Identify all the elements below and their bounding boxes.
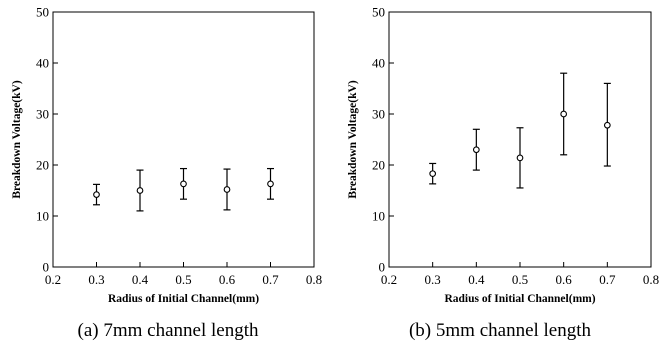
x-tick-label: 0.7	[262, 272, 279, 287]
y-tick-label: 30	[36, 107, 49, 122]
y-tick-label: 0	[43, 260, 50, 275]
x-tick-label: 0.2	[381, 272, 397, 287]
data-point	[560, 110, 568, 118]
y-tick-label: 40	[372, 56, 385, 71]
chart-panel-b: 0.2 0.3 0.4 0.5 0.6 0.7 0.8 0 10 20 30 40 50 Radius o…	[347, 5, 659, 342]
x-tick-label: 0.3	[88, 272, 104, 287]
x-axis-title: Radius of Initial Channel(mm)	[444, 293, 595, 305]
data-point	[180, 180, 187, 188]
chart-panel-a: 0.2 0.3 0.4 0.5 0.6 0.7 0.8 0 10 20 30 40 50 Radius o…	[11, 5, 322, 342]
y-axis-title: Breakdown Voltage(kV)	[347, 80, 359, 198]
y-tick-label: 10	[36, 209, 49, 224]
x-tick-label: 0.8	[643, 272, 659, 287]
plot-frame	[52, 11, 315, 268]
x-tick-label: 0.7	[599, 272, 616, 287]
y-tick-label: 20	[36, 158, 49, 173]
x-tick-label: 0.4	[468, 272, 485, 287]
y-axis-title: Breakdown Voltage(kV)	[11, 80, 23, 198]
y-tick-label: 30	[372, 107, 385, 122]
x-tick-label: 0.6	[556, 272, 573, 287]
data-point	[516, 154, 524, 162]
panel-caption: (a) 7mm channel length	[78, 320, 259, 341]
data-point	[267, 180, 274, 188]
x-tick-label: 0.4	[132, 272, 149, 287]
y-tick-label: 50	[36, 5, 49, 20]
x-tick-label: 0.6	[219, 272, 236, 287]
data-point	[136, 187, 144, 194]
data-point	[93, 191, 100, 198]
y-tick-label: 0	[379, 260, 386, 275]
x-tick-label: 0.3	[425, 272, 441, 287]
x-tick-label: 0.5	[175, 272, 191, 287]
data-point	[223, 186, 231, 193]
y-tick-label: 10	[372, 209, 385, 224]
x-tick-label: 0.5	[512, 272, 528, 287]
data-point	[472, 146, 480, 154]
x-tick-label: 0.8	[306, 272, 322, 287]
y-tick-label: 40	[36, 56, 49, 71]
panel-caption: (b) 5mm channel length	[409, 320, 592, 341]
y-tick-label: 50	[372, 5, 385, 20]
x-tick-label: 0.2	[45, 272, 61, 287]
x-axis-title: Radius of Initial Channel(mm)	[108, 293, 259, 305]
data-point	[429, 170, 437, 178]
data-point	[603, 121, 611, 129]
y-tick-label: 20	[372, 158, 385, 173]
